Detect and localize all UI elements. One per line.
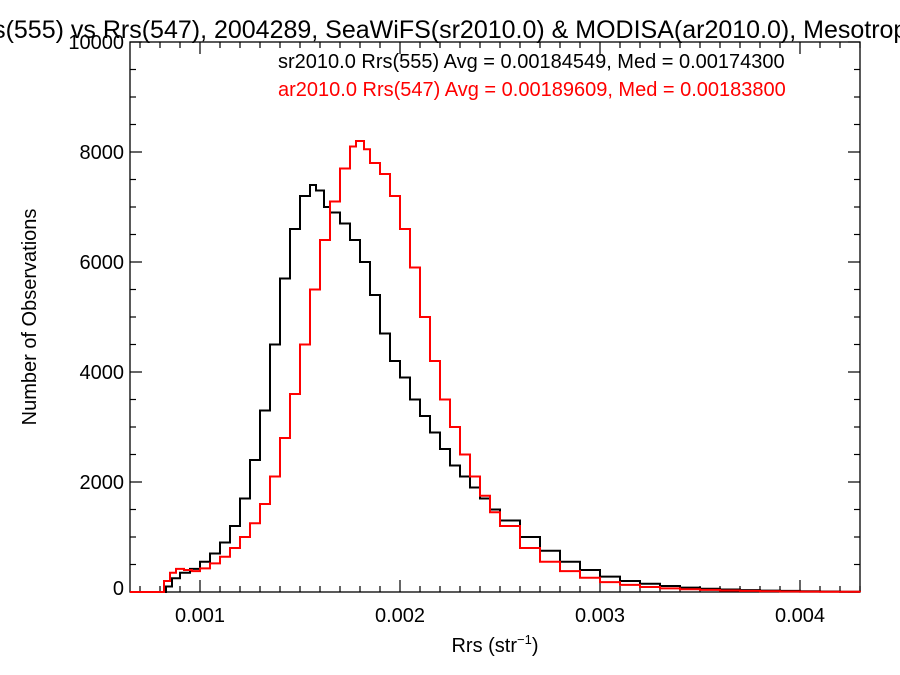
y-axis-label: Number of Observations — [19, 209, 41, 426]
x-tick-label: 0.002 — [375, 605, 425, 627]
x-axis-label-sup: −1 — [517, 632, 532, 647]
legend-entry-red: ar2010.0 Rrs(547) Avg = 0.00189609, Med … — [278, 79, 786, 101]
y-tick-label: 2000 — [80, 472, 125, 494]
x-axis-label: Rrs (str−1) — [451, 632, 538, 657]
y-tick-label: 10000 — [68, 32, 124, 54]
y-tick-label: 4000 — [80, 362, 125, 384]
x-axis-label-text: Rrs (str — [451, 635, 517, 657]
y-tick-label: 8000 — [80, 142, 125, 164]
x-tick-label: 0.003 — [575, 605, 625, 627]
series-layer — [130, 140, 861, 593]
legend-entry-black: sr2010.0 Rrs(555) Avg = 0.00184549, Med … — [278, 51, 785, 73]
x-tick-labels: 0.001 0.002 0.003 0.004 — [175, 605, 825, 627]
x-tick-label: 0.001 — [175, 605, 225, 627]
y-tick-labels: 0 2000 4000 6000 8000 10000 — [68, 32, 124, 600]
chart-title: Rrs(555) vs Rrs(547), 2004289, SeaWiFS(s… — [0, 16, 900, 44]
y-tick-label: 0 — [113, 578, 124, 600]
x-tick-label: 0.004 — [775, 605, 825, 627]
y-tick-label: 6000 — [80, 252, 125, 274]
series-line-sr2010 — [130, 184, 861, 593]
x-axis-label-end: ) — [532, 635, 539, 657]
series-line-ar2010 — [130, 140, 861, 593]
